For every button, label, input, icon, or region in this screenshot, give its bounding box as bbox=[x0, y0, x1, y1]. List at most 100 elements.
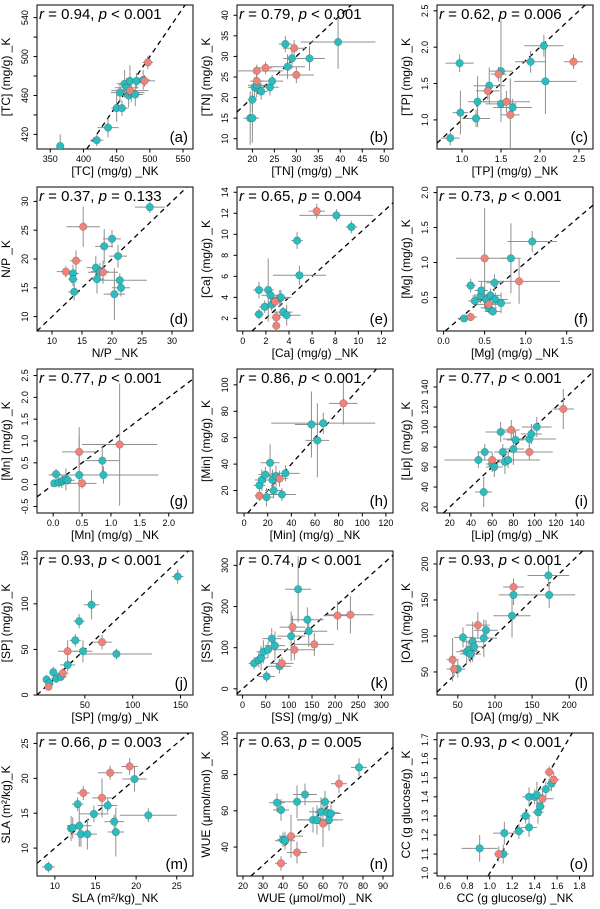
data-point-group-red bbox=[515, 277, 524, 286]
data-point-group-teal bbox=[103, 801, 112, 810]
data-point-group-teal bbox=[295, 271, 304, 280]
data-point-group-teal bbox=[471, 114, 481, 123]
x-tick-label: 100 bbox=[487, 700, 502, 710]
y-tick-label: 25 bbox=[20, 225, 30, 235]
x-tick-label: 1.2 bbox=[506, 881, 519, 891]
data-point-group-red bbox=[77, 479, 87, 488]
data-point-group-teal bbox=[111, 827, 120, 837]
data-point-group-teal bbox=[268, 77, 277, 86]
data-layer bbox=[237, 5, 376, 145]
x-tick-label: 45 bbox=[357, 154, 367, 164]
y-tick-label: 100 bbox=[220, 731, 230, 746]
x-tick-label: 60 bbox=[310, 518, 320, 528]
y-tick-label: 20 bbox=[220, 93, 230, 103]
data-point-group-teal bbox=[320, 797, 330, 806]
data-point-group-teal bbox=[75, 617, 84, 626]
data-point-group-teal bbox=[292, 236, 302, 245]
data-layer bbox=[56, 5, 186, 149]
stats-annotation: r = 0.74, p < 0.001 bbox=[239, 552, 362, 569]
data-point-group-red bbox=[286, 832, 296, 841]
x-axis-label: [SP] (mg/g) _NK bbox=[71, 710, 158, 724]
x-tick-label: 350 bbox=[43, 154, 58, 164]
data-point-group-teal bbox=[63, 660, 72, 670]
y-tick-label: 60 bbox=[420, 462, 430, 472]
scatter-plot-o: 0.6 0.8 1.0 1.2 1.4 1.6 1.8 1.0 1.1 1.2 1.3 1.4 1.5 1… bbox=[400, 732, 594, 905]
panel-g: 0.0 0.5 1.0 1.5 2.0 -0.5 0.0 0.5 1.0 1.5 2.0 2.5 [Mn… bbox=[0, 364, 200, 546]
y-axis-label: [Ca] (mg/g) _K bbox=[200, 220, 213, 298]
y-tick-label: 100 bbox=[220, 377, 230, 392]
y-tick-label: 14 bbox=[220, 187, 230, 197]
data-point-group-teal bbox=[479, 487, 488, 497]
identity-line bbox=[86, 5, 186, 149]
y-tick-label: 1.7 bbox=[420, 733, 430, 746]
data-layer bbox=[37, 733, 190, 873]
panel-d: 10 15 20 25 30 10 15 20 25 30 N/P _NK N/P _K r = 0.3… bbox=[0, 182, 200, 364]
data-point-group-teal bbox=[130, 774, 139, 784]
data-point-group-teal bbox=[313, 436, 322, 445]
identity-line bbox=[37, 551, 189, 695]
plot-box bbox=[36, 732, 194, 877]
data-point-group-teal bbox=[70, 287, 79, 296]
y-tick-label: 140 bbox=[420, 379, 430, 394]
scatter-plot-f: 0.0 0.5 1.0 1.5 0.5 1.0 1.5 2.0 [Mg] (mg/g) _NK [… bbox=[400, 186, 594, 360]
x-tick-label: 80 bbox=[334, 518, 344, 528]
data-point-group-teal bbox=[545, 590, 554, 600]
data-point-group-teal bbox=[103, 123, 113, 132]
x-tick-label: 0.5 bbox=[76, 518, 89, 528]
x-tick-label: 1.0 bbox=[105, 518, 118, 528]
y-tick-label: 540 bbox=[20, 10, 30, 25]
x-tick-label: 120 bbox=[548, 518, 563, 528]
data-point-group-teal bbox=[112, 649, 121, 659]
x-tick-label: 70 bbox=[338, 881, 348, 891]
x-tick-label: 6 bbox=[310, 336, 315, 346]
identity-line bbox=[37, 187, 188, 331]
x-tick-label: 150 bbox=[173, 700, 188, 710]
data-point-group-teal bbox=[257, 87, 266, 96]
x-tick-label: 0 bbox=[242, 518, 247, 528]
data-point-group-teal bbox=[270, 641, 280, 650]
panel-letter: (j) bbox=[175, 675, 188, 692]
x-tick-label: 50 bbox=[261, 700, 271, 710]
y-axis-label: [Mg] (mg/g) _K bbox=[400, 219, 413, 298]
x-tick-label: 40 bbox=[466, 518, 476, 528]
x-tick-label: 550 bbox=[176, 154, 191, 164]
data-point-group-teal bbox=[51, 470, 61, 479]
y-tick-label: 120 bbox=[420, 399, 430, 414]
y-tick-label: 0 bbox=[220, 686, 230, 691]
data-point-group-teal bbox=[526, 57, 535, 66]
data-point-group-red bbox=[106, 768, 115, 777]
data-layer bbox=[37, 187, 188, 331]
x-tick-label: 40 bbox=[286, 518, 296, 528]
panel-letter: (l) bbox=[575, 675, 588, 692]
data-point-group-red bbox=[449, 664, 459, 674]
panel-c: 1.0 1.5 2.0 2.5 1.0 1.5 2.0 2.5 [TP] (mg/g) _NK [… bbox=[400, 0, 600, 182]
data-point-group-teal bbox=[504, 455, 513, 465]
scatter-plot-e: 0 2 4 6 8 10 12 2 4 6 8 10 12 14 [Ca] (mg/g) _NK [Ca] (… bbox=[200, 186, 394, 360]
y-axis-label: SLA (m²/kg)_K bbox=[0, 765, 13, 843]
data-point-group-teal bbox=[300, 790, 310, 799]
x-tick-label: 20 bbox=[263, 518, 273, 528]
data-point-group-teal bbox=[332, 211, 341, 220]
data-point-group-red bbox=[44, 682, 53, 691]
data-point-group-red bbox=[58, 669, 67, 678]
data-point-group-teal bbox=[496, 427, 505, 437]
x-tick-label: 200 bbox=[328, 700, 343, 710]
identity-line bbox=[237, 554, 393, 695]
data-point-group-red bbox=[483, 86, 492, 95]
panel-letter: (f) bbox=[574, 311, 588, 328]
data-point-group-red bbox=[484, 300, 493, 309]
data-point-group-red bbox=[339, 399, 348, 408]
x-tick-label: 35 bbox=[313, 154, 323, 164]
x-axis-label: [Lip] (mg/g) _NK bbox=[471, 528, 558, 542]
stats-annotation: r = 0.77, p < 0.001 bbox=[439, 370, 562, 387]
data-point-group-teal bbox=[312, 815, 322, 824]
x-tick-label: 1.5 bbox=[495, 154, 508, 164]
data-point-group-teal bbox=[269, 486, 278, 495]
x-tick-label: 0.5 bbox=[478, 336, 491, 346]
y-tick-label: 1.6 bbox=[420, 752, 430, 765]
data-point-group-teal bbox=[248, 95, 257, 104]
data-point-group-red bbox=[63, 647, 72, 656]
scatter-plot-j: 50 100 150 0 50 100 150 [SP] (mg/g) _NK [SP] (mg… bbox=[0, 550, 194, 724]
y-tick-label: 20 bbox=[220, 486, 230, 496]
